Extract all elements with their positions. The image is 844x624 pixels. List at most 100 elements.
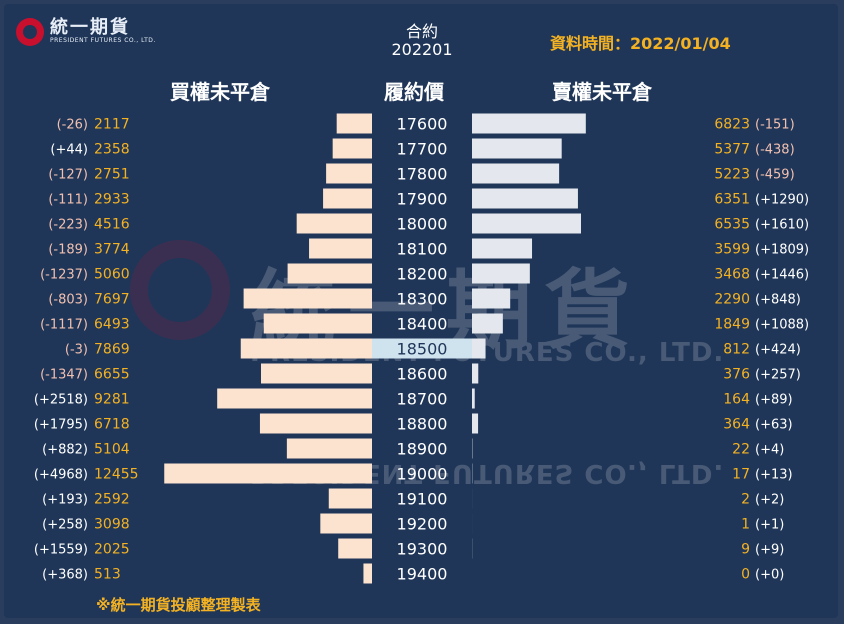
call-bar: [217, 388, 372, 409]
call-change-label: (+193): [42, 493, 88, 508]
put-change-label: (+4): [755, 443, 784, 458]
strike-label: 18900: [397, 440, 448, 459]
call-value-label: 513: [94, 567, 121, 583]
put-value-label: 1: [741, 517, 750, 533]
put-bar: [472, 288, 511, 309]
call-value-label: 5104: [94, 442, 130, 458]
call-bar: [309, 238, 372, 259]
put-bar: [472, 163, 560, 184]
put-value-label: 3468: [714, 267, 750, 283]
call-change-label: (-803): [48, 293, 88, 308]
put-change-label: (+1088): [755, 318, 809, 333]
strike-label: 18100: [397, 240, 448, 259]
call-value-label: 6655: [94, 367, 130, 383]
call-bar: [326, 163, 372, 184]
put-change-label: (+1809): [755, 243, 809, 258]
call-bar: [243, 288, 372, 309]
call-bar: [338, 538, 372, 559]
call-bar: [332, 138, 372, 159]
call-change-label: (+258): [42, 518, 88, 533]
call-bar: [240, 338, 372, 359]
put-value-label: 6351: [714, 192, 750, 208]
put-value-label: 6823: [714, 117, 750, 133]
put-change-label: (+1610): [755, 218, 809, 233]
strike-label: 19100: [397, 490, 448, 509]
strike-label: 18200: [397, 265, 448, 284]
call-change-label: (+4968): [34, 468, 88, 483]
call-value-label: 2117: [94, 117, 130, 133]
put-bar: [472, 363, 479, 384]
put-change-label: (+257): [755, 368, 801, 383]
put-bar: [472, 213, 582, 234]
call-change-label: (-26): [57, 118, 88, 133]
strike-label: 19000: [397, 465, 448, 484]
call-change-label: (+2518): [34, 393, 88, 408]
call-value-label: 3774: [94, 242, 130, 258]
call-change-label: (+44): [50, 143, 88, 158]
contract-label: 合約: [405, 22, 438, 41]
put-value-label: 164: [723, 392, 750, 408]
put-change-label: (+0): [755, 568, 784, 583]
put-value-label: 17: [732, 467, 750, 483]
call-change-label: (-223): [48, 218, 88, 233]
put-bar: [472, 138, 562, 159]
footer-note: ※統一期貨投顧整理製表: [96, 596, 261, 614]
put-bar: [472, 263, 530, 284]
put-change-label: (+848): [755, 293, 801, 308]
logo-circle-icon: [16, 18, 44, 46]
call-value-label: 2358: [94, 142, 130, 158]
put-change-label: (+2): [755, 493, 784, 508]
put-value-label: 5377: [714, 142, 750, 158]
strike-label: 18700: [397, 390, 448, 409]
call-value-label: 6493: [94, 317, 130, 333]
put-bar: [472, 188, 578, 209]
put-bar: [472, 338, 486, 359]
strike-label: 17800: [397, 165, 448, 184]
put-change-label: (+1290): [755, 193, 809, 208]
call-change-label: (+368): [42, 568, 88, 583]
logo-name-en: PRESIDENT FUTURES CO., LTD.: [50, 37, 156, 44]
call-value-label: 2751: [94, 167, 130, 183]
strike-header: 履約價: [384, 80, 444, 104]
put-change-label: (+13): [755, 468, 793, 483]
call-value-label: 5060: [94, 267, 130, 283]
call-value-label: 4516: [94, 217, 130, 233]
put-change-label: (-151): [755, 118, 795, 133]
call-value-label: 2933: [94, 192, 130, 208]
put-bar: [472, 313, 503, 334]
call-bar: [320, 513, 372, 534]
strike-label: 18000: [397, 215, 448, 234]
call-change-label: (+882): [42, 443, 88, 458]
put-value-label: 1849: [714, 317, 750, 333]
call-value-label: 3098: [94, 517, 130, 533]
call-value-label: 2025: [94, 542, 130, 558]
put-value-label: 22: [732, 442, 750, 458]
call-bar: [287, 263, 372, 284]
strike-label: 19200: [397, 515, 448, 534]
put-bar: [472, 113, 586, 134]
put-change-label: (+9): [755, 543, 784, 558]
strike-label: 17900: [397, 190, 448, 209]
call-bar: [296, 213, 372, 234]
call-change-label: (-1347): [40, 368, 88, 383]
call-change-label: (-1117): [40, 318, 88, 333]
put-change-label: (+1446): [755, 268, 809, 283]
put-value-label: 9: [741, 542, 750, 558]
put-oi-header: 賣權未平倉: [552, 80, 652, 104]
put-value-label: 5223: [714, 167, 750, 183]
company-logo: 統一期貨 PRESIDENT FUTURES CO., LTD.: [16, 18, 156, 46]
call-bar: [259, 413, 372, 434]
strike-label: 18500: [397, 340, 448, 359]
strike-label: 18400: [397, 315, 448, 334]
strike-label: 19300: [397, 540, 448, 559]
put-bar: [472, 388, 475, 409]
put-change-label: (+424): [755, 343, 801, 358]
put-bar: [472, 413, 479, 434]
strike-label: 17600: [397, 115, 448, 134]
call-bar: [263, 313, 372, 334]
data-time: 資料時間：2022/01/04: [550, 34, 731, 53]
put-value-label: 376: [723, 367, 750, 383]
call-bar: [286, 438, 372, 459]
strike-label: 18300: [397, 290, 448, 309]
